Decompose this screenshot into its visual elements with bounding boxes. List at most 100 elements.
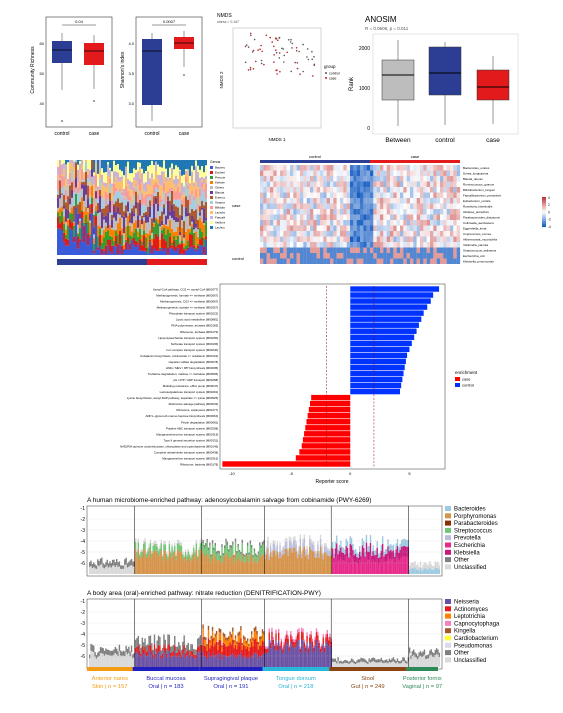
- lda-bar-label: pH / ATP / ADP transport [M00258]: [173, 378, 218, 382]
- strat2-area-slice: [210, 635, 212, 639]
- strat1-area-slice: [333, 557, 335, 564]
- strat1-area-slice: [93, 567, 95, 574]
- heatmap-cell: [353, 176, 357, 182]
- taxa-bar-segment: [105, 206, 107, 216]
- strat1-area-slice: [251, 556, 253, 574]
- strat1-area-slice: [99, 558, 102, 565]
- strat2-area-slice: [311, 641, 314, 648]
- nmds-point: [275, 69, 277, 72]
- strat2-area-slice: [141, 637, 144, 647]
- strat1-area-slice: [360, 562, 362, 574]
- strat2-area-slice: [414, 652, 416, 657]
- strat2-area-slice: [383, 660, 385, 664]
- strat2-area-slice: [111, 650, 114, 656]
- strat1-area-slice: [319, 546, 322, 574]
- strat2-area-slice: [256, 630, 258, 635]
- heatmap-cell: [443, 176, 447, 182]
- heatmap-cell: [396, 187, 401, 193]
- taxa-bar-segment: [79, 201, 81, 214]
- heatmap-cell: [373, 165, 377, 171]
- heatmap-cell: [406, 203, 411, 209]
- strat2-area-slice: [237, 642, 239, 655]
- taxa-bar-segment: [107, 230, 109, 241]
- heatmap-cell: [310, 253, 314, 259]
- heatmap-cell: [400, 170, 404, 176]
- lda-bar: [350, 298, 431, 304]
- strat2-area-slice: [380, 661, 382, 667]
- taxa-bar-segment: [193, 160, 195, 170]
- taxa-bar-segment: [83, 177, 85, 179]
- heatmap-cell: [276, 198, 281, 204]
- heatmap-cell: [430, 236, 434, 242]
- heatmap-cell: [353, 242, 357, 248]
- strat1-area-slice: [192, 544, 195, 548]
- heatmap-cell: [346, 187, 351, 193]
- taxa-bar-segment: [173, 160, 175, 170]
- taxa-bar-segment: [133, 216, 135, 223]
- heatmap-cell: [356, 236, 361, 242]
- heatmap-cell: [433, 214, 437, 220]
- heatmap-cell: [420, 187, 424, 193]
- strat2-legend-swatch: [445, 635, 451, 641]
- lda-bar: [305, 425, 351, 431]
- strat1-area-slice: [202, 553, 204, 574]
- strat1-area-slice: [313, 545, 315, 552]
- strat2-area-slice: [194, 649, 196, 655]
- strat2-area-slice: [259, 656, 261, 667]
- strat1-area-slice: [167, 560, 169, 574]
- taxa-bar-segment: [129, 235, 131, 244]
- heatmap-cell: [370, 236, 374, 242]
- strat2-area-slice: [111, 655, 114, 667]
- heatmap-cell: [436, 258, 441, 264]
- strat2-area-slice: [167, 634, 169, 645]
- taxa-bar-segment: [93, 243, 95, 251]
- taxa-bar-segment: [69, 185, 71, 199]
- strat1-area-slice: [190, 557, 192, 562]
- lda-bar: [350, 346, 410, 353]
- strat2-area-slice: [205, 640, 207, 647]
- strat2-area-slice: [152, 649, 154, 655]
- strat1-area-slice: [294, 547, 296, 574]
- strat1-area-slice: [95, 565, 98, 569]
- heatmap-cell: [350, 247, 354, 253]
- heatmap-cell: [403, 247, 407, 253]
- heatmap-cell: [436, 170, 441, 176]
- taxa-bar-segment: [147, 193, 149, 198]
- strat1-ytick: -6: [81, 561, 86, 567]
- strat1-area-slice: [209, 555, 211, 574]
- heatmap-cell: [370, 253, 374, 259]
- nmds-legend-control: control: [329, 72, 340, 76]
- heatmap-cell: [270, 253, 274, 259]
- strat2-area-slice: [160, 658, 162, 667]
- taxa-bar-segment: [93, 238, 95, 244]
- taxa-bar-segment: [103, 182, 105, 187]
- heatmap-cell: [300, 258, 304, 264]
- taxa-bar-segment: [107, 164, 109, 176]
- heatmap-cell: [433, 231, 437, 237]
- taxa-bar-segment: [139, 215, 141, 220]
- heatmap-cell: [336, 247, 341, 253]
- strat2-area-slice: [396, 658, 399, 662]
- heatmap-cell: [313, 176, 317, 182]
- heatmap-cell: [426, 209, 431, 215]
- taxa-bar-segment: [137, 160, 139, 163]
- taxa-bar-segment: [103, 229, 105, 238]
- strat2-area-slice: [346, 660, 349, 664]
- strat1-area-slice: [327, 548, 330, 551]
- strat1-area-slice: [376, 547, 378, 558]
- heatmap-cell: [300, 214, 304, 220]
- heatmap-cell: [390, 192, 394, 198]
- strat1-area-slice: [188, 552, 191, 555]
- taxa-bar-segment: [127, 160, 129, 162]
- heatmap-cell: [413, 231, 417, 237]
- taxa-bar-segment: [87, 233, 89, 246]
- taxa-bar-segment: [97, 236, 99, 248]
- heatmap-cell: [400, 198, 404, 204]
- strat1-area-slice: [375, 561, 377, 574]
- heatmap-cell: [340, 198, 344, 204]
- strat1-area-slice: [110, 563, 112, 568]
- taxa-bar-segment: [95, 191, 97, 199]
- taxa-bar-segment: [99, 246, 101, 255]
- taxa-bar-segment: [95, 160, 97, 163]
- heatmap-cell: [340, 203, 344, 209]
